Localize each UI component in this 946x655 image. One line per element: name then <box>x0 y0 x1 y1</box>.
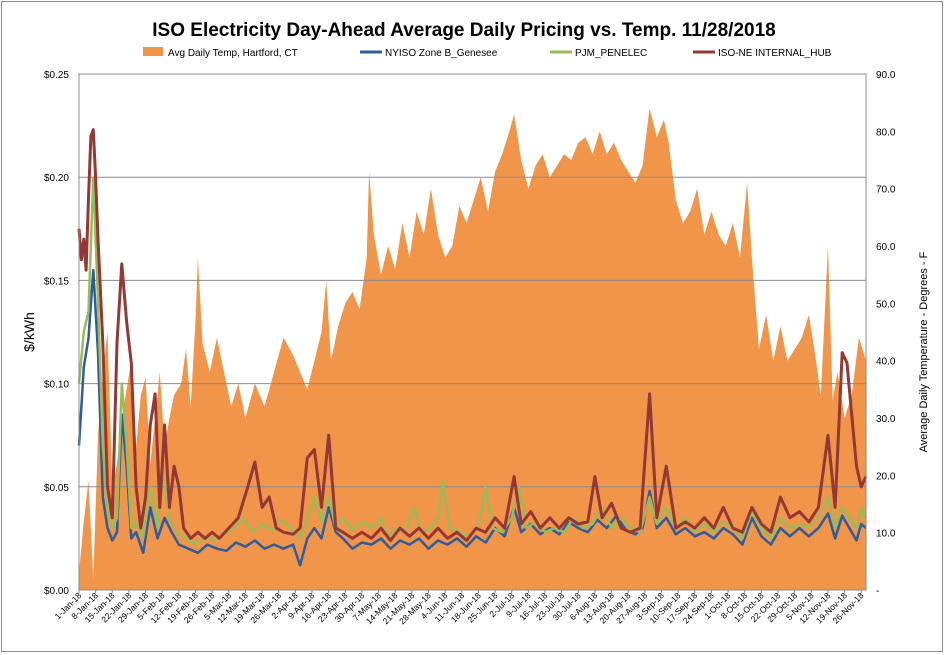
y-tick-label: $0.00 <box>44 586 69 597</box>
y2-tick-label: 70.0 <box>876 185 896 196</box>
y2-tick-label: 20.0 <box>876 471 896 482</box>
legend-label: PJM_PENELEC <box>575 48 647 59</box>
y2-tick-label: 50.0 <box>876 299 896 310</box>
y2-axis-title: Average Daily Temperature - Degrees - F <box>918 251 930 452</box>
y-axis-title: $/kWh <box>21 312 37 352</box>
plot-border <box>78 73 867 591</box>
legend-label: Avg Daily Temp, Hartford, CT <box>168 48 298 59</box>
y2-tick-label: 80.0 <box>876 127 896 138</box>
y2-tick-label: 90.0 <box>876 70 896 81</box>
y2-tick-label: 30.0 <box>876 414 896 425</box>
y-tick-label: $0.15 <box>44 276 69 287</box>
series-line-1 <box>77 268 867 567</box>
series-line-3 <box>77 128 868 542</box>
y2-tick-label: 60.0 <box>876 242 896 253</box>
y-tick-label: $0.25 <box>44 70 69 81</box>
temperature-area <box>79 108 866 591</box>
y2-tick-label: - <box>876 586 879 597</box>
y-tick-label: $0.05 <box>44 483 69 494</box>
chart-title: ISO Electricity Day-Ahead Average Daily … <box>152 20 775 41</box>
legend: Avg Daily Temp, Hartford, CT NYISO Zone B… <box>143 47 832 59</box>
plot-area: $0.00 $0.05 $0.10 $0.15 $0.20 $0.25 - 10.0 20.0 3… <box>44 70 896 626</box>
legend-label: ISO-NE INTERNAL_HUB <box>718 48 832 59</box>
y2-tick-label: 40.0 <box>876 357 896 368</box>
legend-swatch-area <box>143 47 163 56</box>
legend-label: NYISO Zone B_Genesee <box>385 48 498 59</box>
y-tick-label: $0.20 <box>44 173 69 184</box>
y2-tick-label: 10.0 <box>876 529 896 540</box>
y-tick-label: $0.10 <box>44 380 69 391</box>
